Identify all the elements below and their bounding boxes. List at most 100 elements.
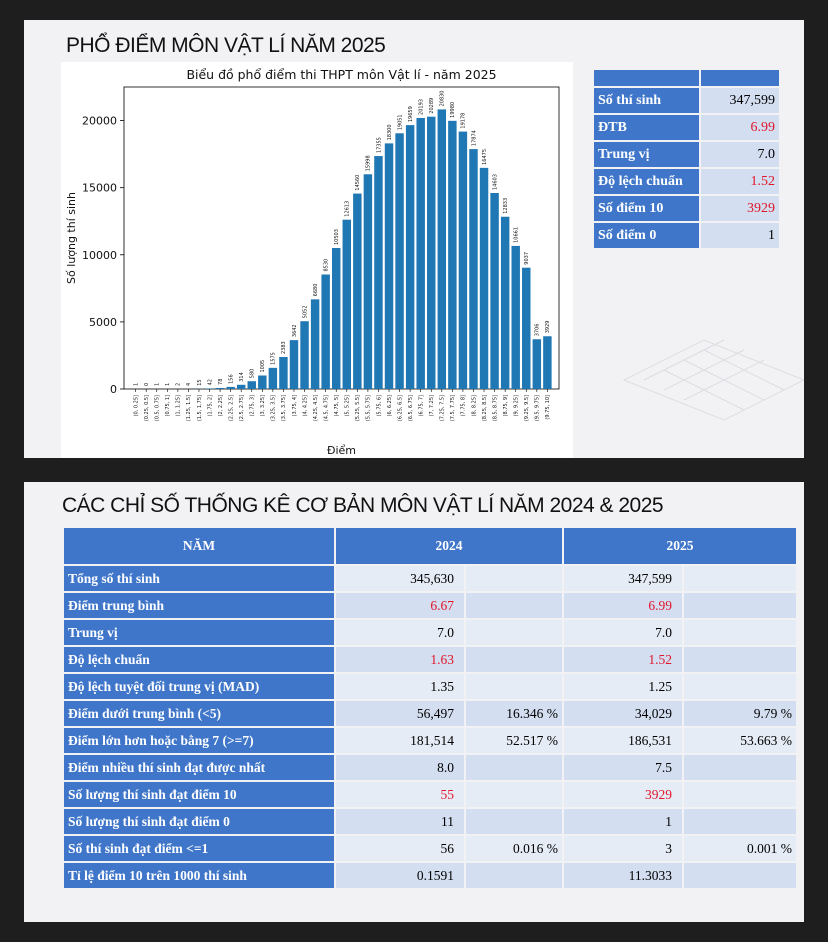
x-tick-label: (7, 7.25] [429,395,435,416]
bar [437,109,447,390]
x-tick-label: (6, 6.25] [387,395,393,416]
stats-label: Độ lệch chuẩn [594,169,699,194]
percent-2025 [684,863,796,888]
bar-value-label: 3929 [545,321,551,334]
bar-value-label: 10503 [334,229,340,245]
x-tick-label: (8, 8.25] [471,395,477,416]
x-tick-label: (9.75, 10] [545,395,551,420]
bar-value-label: 0 [144,383,150,386]
bar-value-label: 3642 [292,324,298,337]
table-row: Điểm trung bình 6.67 6.99 [64,593,796,618]
bar-value-label: 1 [155,383,161,386]
x-tick-label: (4, 4.25] [302,395,308,416]
row-label: Tổng số thí sinh [64,566,334,591]
stats-row: Trung vị 7.0 [594,142,779,167]
bar-value-label: 20193 [418,99,424,115]
bar [448,120,457,389]
x-tick-label: (7.5, 7.75] [450,395,456,421]
bar-value-label: 19051 [397,114,403,130]
grid-decoration [622,339,804,421]
value-2025: 347,599 [564,566,682,591]
bar [215,387,225,389]
bar-value-label: 156 [228,374,234,384]
value-2025: 7.5 [564,755,682,780]
bar [522,267,531,389]
x-tick-label: (2, 2.25] [218,395,224,416]
summary-stats-table: Số thí sinh 347,599 ĐTB 6.99 Trung vị 7.0 Độ l… [594,68,779,250]
table-row: Số lượng thí sinh đạt điểm 10 55 3929 [64,782,796,807]
bar [289,340,299,389]
bar [205,388,214,389]
bar-value-label: 19659 [408,106,414,122]
percent-2025 [684,755,796,780]
bar-value-label: 15998 [366,155,372,171]
row-label: Điểm dưới trung bình (<5) [64,701,334,726]
percent-2025: 53.663 % [684,728,796,753]
percent-2024 [466,647,562,672]
bar [258,375,267,389]
value-2025: 3929 [564,782,682,807]
x-tick-label: (0.75, 1] [165,395,171,416]
stats-label: Số thí sinh [594,88,699,113]
bar [479,167,489,389]
x-tick-label: (4.75, 5] [334,395,340,416]
percent-2025 [684,620,796,645]
x-tick-label: (4.25, 4.5] [313,395,319,421]
percent-2024 [466,755,562,780]
percent-2024 [466,566,562,591]
plot-frame [123,86,560,390]
percent-2024 [466,809,562,834]
row-label: Độ lệch chuẩn [64,647,334,672]
y-axis-label: Số lượng thí sinh [65,192,78,284]
bar-value-label: 1005 [260,360,266,373]
value-2025: 3 [564,836,682,861]
value-2024: 181,514 [336,728,464,753]
percent-2025 [684,809,796,834]
distribution-panel: PHỔ ĐIỂM MÔN VẬT LÍ NĂM 2025 Biểu đồ phổ… [24,20,804,458]
x-tick-label: (5.75, 6] [376,395,382,416]
x-tick-label: (5, 5.25] [345,395,351,416]
value-2024: 345,630 [336,566,464,591]
x-tick-label: (3.25, 3.5] [271,395,277,421]
x-tick-label: (9.5, 9.75] [535,395,541,421]
bar-value-label: 17355 [376,137,382,153]
bar-value-label: 18300 [387,124,393,140]
x-tick-label: (5.5, 5.75] [366,395,372,421]
stats-header-row [594,70,779,86]
row-label: Điểm trung bình [64,593,334,618]
bar [532,339,542,389]
bar [321,274,330,389]
bar-value-label: 20289 [429,98,435,114]
row-label: Điểm lớn hơn hoặc bằng 7 (>=7) [64,728,334,753]
value-2024: 55 [336,782,464,807]
row-label: Tỉ lệ điểm 10 trên 1000 thí sinh [64,863,334,888]
bar [331,248,341,389]
x-tick-label: (5.25, 5.5] [355,395,361,421]
table-row: Độ lệch tuyệt đối trung vị (MAD) 1.35 1.25 [64,674,796,699]
bar-value-label: 12833 [503,198,509,214]
bar [363,174,373,389]
stats-label: Trung vị [594,142,699,167]
bar-value-label: 42 [207,379,213,385]
stats-header-cell [594,70,699,86]
chart-title: Biểu đồ phổ điểm thi THPT môn Vật lí - n… [186,67,496,82]
x-tick-label: (2.5, 2.75] [239,395,245,421]
row-label: Trung vị [64,620,334,645]
bar-value-label: 2 [176,383,182,386]
value-2025: 34,029 [564,701,682,726]
x-tick-label: (6.25, 6.5] [397,395,403,421]
x-tick-label: (8.75, 9] [503,395,509,416]
bar [279,357,288,389]
row-label: Số lượng thí sinh đạt điểm 0 [64,809,334,834]
table-row: Số lượng thí sinh đạt điểm 0 11 1 [64,809,796,834]
bar-value-label: 8530 [323,259,329,272]
table-row: Điểm lớn hơn hoặc bằng 7 (>=7) 181,514 52.… [64,728,796,753]
stats-value: 3929 [699,196,779,221]
x-tick-label: (2.25, 2.5] [228,395,234,421]
x-tick-label: (6.75, 7] [418,395,424,416]
x-tick-label: (2.75, 3] [250,395,256,416]
bar [416,117,425,390]
percent-2025 [684,566,796,591]
bar [543,336,552,389]
